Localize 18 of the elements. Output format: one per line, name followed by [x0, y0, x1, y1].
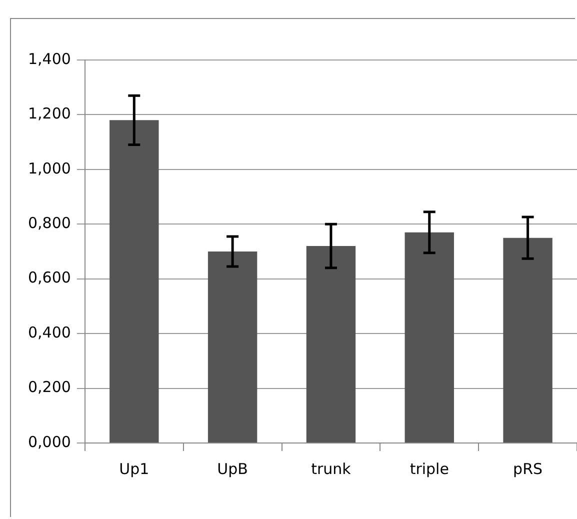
x-tick-label: pRS: [513, 460, 543, 478]
x-tick-label: UpB: [217, 460, 248, 478]
y-tick-label: 1,000: [28, 159, 71, 178]
y-tick-label: 1,200: [28, 104, 71, 123]
bar: [306, 246, 356, 442]
y-tick-label: 0,000: [28, 432, 71, 451]
y-tick-label: 0,200: [28, 378, 71, 396]
bar: [404, 232, 454, 442]
bar: [208, 252, 258, 442]
bar: [503, 238, 552, 442]
y-tick-label: 0,800: [28, 214, 71, 232]
y-tick-label: 0,400: [28, 323, 71, 342]
x-tick-label: triple: [410, 460, 449, 478]
bar: [110, 120, 159, 442]
x-tick-label: Up1: [119, 460, 150, 478]
y-tick-label: 0,600: [28, 268, 71, 287]
y-tick-label: 1,400: [28, 50, 71, 68]
x-tick-label: trunk: [311, 460, 352, 478]
